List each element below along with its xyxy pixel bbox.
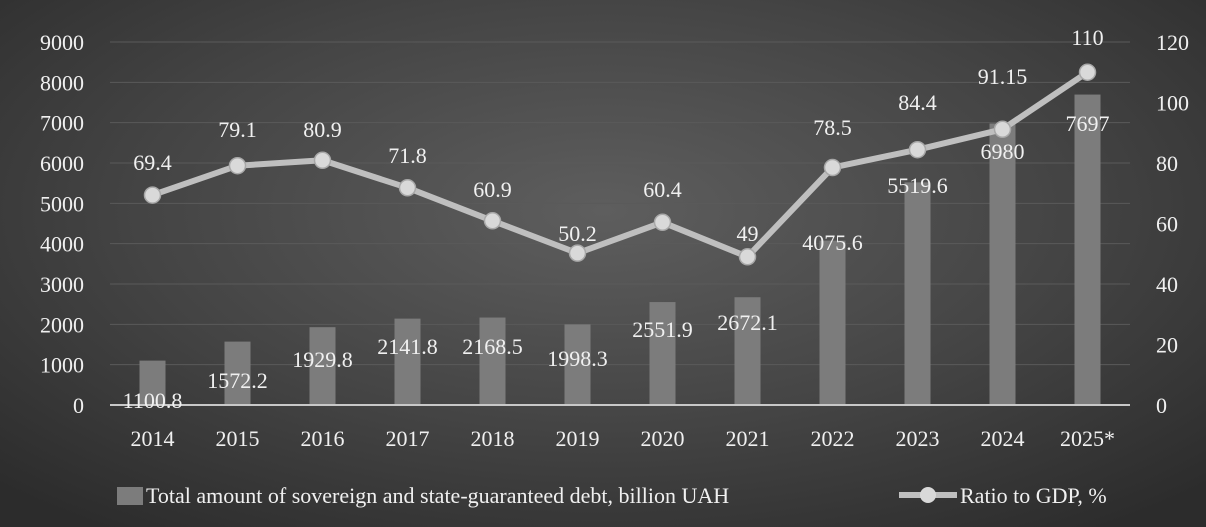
ratio-line	[151, 69, 1090, 260]
ratio-marker	[908, 140, 927, 159]
y-left-tick-label: 0	[73, 393, 84, 418]
y-right-tick-label: 20	[1156, 333, 1178, 358]
x-tick-label: 2018	[471, 426, 515, 451]
bar-data-label: 6980	[981, 139, 1025, 164]
y-left-tick-label: 3000	[40, 272, 84, 297]
bar	[139, 360, 166, 405]
bar-data-label: 5519.6	[887, 173, 948, 198]
line-data-label: 60.9	[473, 177, 512, 202]
ratio-marker	[738, 248, 757, 266]
line-data-label: 71.8	[388, 143, 427, 168]
line-data-label: 78.5	[813, 115, 852, 140]
ratio-marker	[398, 179, 417, 197]
bar	[649, 302, 676, 405]
bar	[309, 327, 336, 405]
bar	[564, 324, 591, 405]
y-right-tick-label: 40	[1156, 272, 1178, 297]
data-labels: 1100.8 1572.2 1929.8 2141.8 2168.5 1998.3 2551…	[123, 25, 1110, 413]
y-right-tick-label: 60	[1156, 212, 1178, 237]
line-data-label: 79.1	[218, 117, 257, 142]
line-data-label: 80.9	[303, 117, 342, 142]
y-left-tick-label: 6000	[40, 151, 84, 176]
line-data-label: 84.4	[898, 90, 937, 115]
line-data-label: 60.4	[643, 177, 682, 202]
ratio-marker	[313, 151, 332, 170]
x-tick-label: 2019	[556, 426, 600, 451]
legend-bar-swatch	[117, 487, 143, 505]
y-left-tick-label: 7000	[40, 111, 84, 136]
y-left-tick-label: 5000	[40, 191, 84, 216]
x-tick-label: 2020	[641, 426, 685, 451]
ratio-marker	[483, 212, 502, 230]
bar	[224, 341, 251, 405]
legend: Total amount of sovereign and state-guar…	[117, 483, 1107, 508]
x-tick-label: 2024	[981, 426, 1025, 451]
ratio-marker	[568, 244, 587, 262]
ratio-marker	[993, 120, 1012, 139]
x-tick-label: 2015	[216, 426, 260, 451]
bar	[989, 123, 1016, 406]
y-left-tick-label: 8000	[40, 70, 84, 95]
line-data-label: 110	[1071, 25, 1103, 50]
y-right-tick-label: 120	[1156, 30, 1189, 55]
bar	[1074, 94, 1101, 406]
ratio-marker	[823, 158, 842, 177]
bar	[394, 318, 421, 405]
bar-data-label: 7697	[1066, 111, 1110, 136]
x-tick-label: 2025*	[1060, 426, 1115, 451]
bar	[819, 240, 846, 405]
y-left-tick-label: 9000	[40, 30, 84, 55]
legend-line-label: Ratio to GDP, %	[960, 483, 1107, 508]
line-data-label: 50.2	[558, 221, 597, 246]
bar-data-label: 1998.3	[547, 346, 608, 371]
y-right-tick-label: 80	[1156, 151, 1178, 176]
y-left-tick-label: 4000	[40, 232, 84, 257]
y-right-tick-label: 100	[1156, 91, 1189, 116]
y-right-tick-label: 0	[1156, 393, 1167, 418]
y-left-tick-label: 2000	[40, 312, 84, 337]
ratio-marker	[228, 156, 247, 175]
legend-bar-label: Total amount of sovereign and state-guar…	[146, 483, 729, 508]
bar-data-label: 1929.8	[292, 347, 353, 372]
y-left-tick-label: 1000	[40, 353, 84, 378]
bar-data-label: 2672.1	[717, 310, 778, 335]
bar	[479, 317, 506, 405]
x-tick-label: 2017	[386, 426, 430, 451]
x-tick-label: 2016	[301, 426, 345, 451]
bar	[904, 182, 931, 405]
x-tick-label: 2021	[726, 426, 770, 451]
bar-data-label: 4075.6	[802, 230, 863, 255]
ratio-marker	[653, 213, 672, 232]
ratio-marker	[1078, 63, 1097, 81]
ratio-marker	[143, 186, 162, 204]
line-data-label: 69.4	[133, 150, 172, 175]
x-tick-label: 2022	[811, 426, 855, 451]
x-tick-label: 2023	[896, 426, 940, 451]
line-series	[143, 63, 1097, 266]
bar-data-label: 2551.9	[632, 317, 693, 342]
bar-data-label: 1572.2	[207, 368, 268, 393]
gridlines	[110, 41, 1130, 366]
bar-data-label: 1100.8	[123, 388, 183, 413]
bar	[734, 297, 761, 405]
bar-data-label: 2141.8	[377, 334, 438, 359]
line-data-label: 91.15	[978, 64, 1028, 89]
bar-data-label: 2168.5	[462, 334, 523, 359]
legend-line-marker	[920, 487, 936, 503]
axes: 0 1000 2000 3000 4000 5000 6000 7000 8000 9000 0 20…	[40, 30, 1189, 451]
line-data-label: 49	[737, 221, 759, 246]
bar-series	[139, 94, 1101, 406]
x-tick-label: 2014	[131, 426, 175, 451]
